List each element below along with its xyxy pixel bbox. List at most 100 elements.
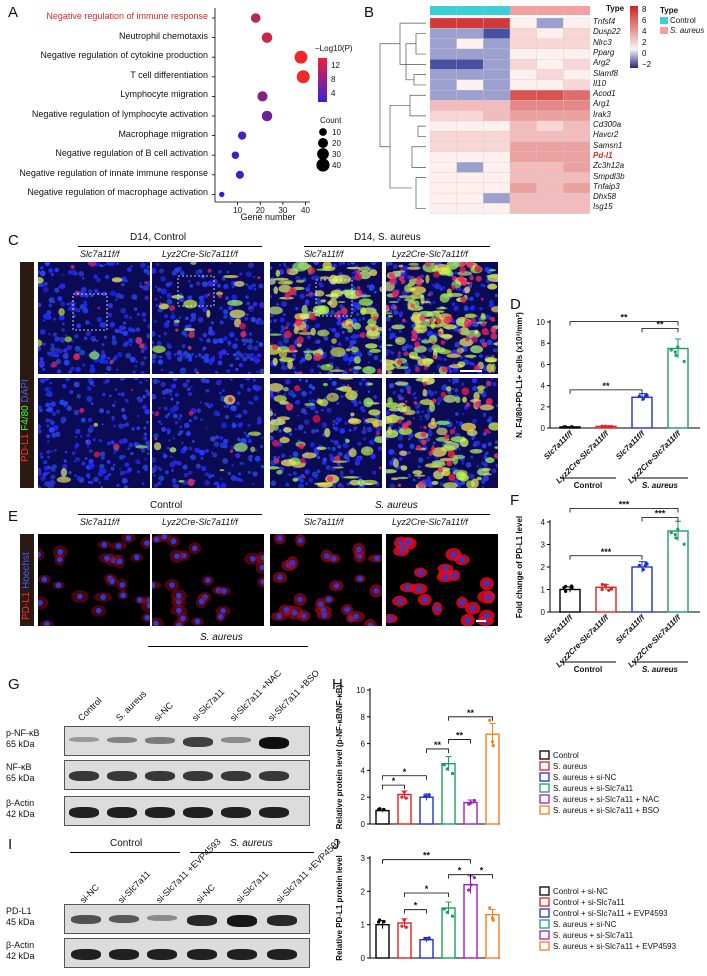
f480-signal — [441, 334, 453, 338]
nucleus-dot — [294, 401, 297, 405]
nucleus-dot — [55, 582, 62, 589]
nucleus-dot — [172, 413, 178, 419]
f480-signal — [436, 427, 448, 436]
nucleus-dot — [297, 596, 303, 603]
nucleus-dot — [309, 442, 315, 448]
nucleus-dot — [258, 342, 264, 347]
nucleus-dot — [256, 340, 259, 343]
heatmap-cell — [456, 28, 484, 39]
significance-bracket — [404, 892, 449, 897]
nucleus-dot — [357, 475, 362, 480]
nucleus-dot — [142, 394, 146, 399]
pdl1-signal — [474, 400, 482, 408]
nucleus-dot — [379, 358, 382, 363]
y-tick-label: 6 — [361, 740, 366, 749]
pdl1-signal — [273, 457, 280, 464]
nucleus-dot — [417, 475, 421, 480]
f480-signal — [299, 313, 312, 320]
nucleus-dot — [99, 264, 103, 268]
nucleus-dot — [168, 370, 174, 374]
panel-h-bar: 0 2 4 6 8 10 Relative protein level (p-NF-κB/N… — [330, 676, 707, 838]
heatmap-cell — [536, 203, 564, 214]
f480-signal — [135, 445, 148, 449]
f480-signal — [219, 469, 225, 472]
heatmap-cell — [429, 172, 457, 183]
nucleus-dot — [494, 293, 498, 298]
nucleus-dot — [362, 317, 366, 320]
nucleus-dot — [356, 312, 360, 316]
pdl1-signal — [461, 387, 470, 396]
f480-signal — [348, 448, 357, 458]
nucleus-dot — [157, 481, 162, 486]
nucleus-dot — [44, 262, 51, 267]
nucleus-dot — [93, 274, 98, 279]
nucleus-dot — [448, 369, 453, 374]
nucleus-dot — [136, 426, 141, 430]
nucleus-dot — [401, 345, 408, 352]
pdl1-signal — [403, 404, 407, 408]
pdl1-signal — [410, 275, 415, 280]
nucleus-dot — [315, 297, 321, 304]
nucleus-dot — [104, 264, 107, 267]
nucleus-dot — [142, 285, 148, 291]
size-legend-tick: 20 — [332, 139, 341, 148]
f480-signal — [330, 347, 346, 357]
nucleus-dot — [333, 582, 340, 589]
f480-signal — [400, 465, 408, 471]
nucleus-dot — [221, 422, 227, 429]
nucleus-dot — [217, 614, 224, 620]
nucleus-dot — [204, 480, 210, 486]
f480-signal — [152, 345, 166, 354]
pdl1-signal — [406, 420, 412, 426]
heatmap-cell — [429, 69, 457, 80]
nucleus-dot — [133, 307, 138, 311]
nucleus-dot — [153, 474, 156, 477]
nucleus-dot — [198, 295, 205, 301]
f480-signal — [388, 407, 401, 412]
nucleus-dot — [136, 470, 140, 474]
f480-signal — [386, 359, 395, 366]
nucleus-dot — [417, 465, 421, 469]
nucleus-dot — [172, 378, 178, 382]
nucleus-dot — [111, 339, 118, 346]
pdl1-signal — [159, 302, 163, 306]
f480-signal — [461, 422, 476, 432]
nucleus-dot — [375, 426, 381, 433]
heatmap-cell — [456, 162, 484, 173]
nucleus-dot — [120, 378, 125, 381]
nucleus-dot — [431, 284, 434, 287]
nucleus-dot — [329, 456, 336, 462]
f480-signal — [392, 416, 405, 421]
nucleus-dot — [89, 417, 92, 421]
nucleus-dot — [86, 396, 93, 403]
nucleus-dot — [73, 271, 78, 276]
nucleus-dot — [308, 399, 312, 402]
nucleus-dot — [122, 470, 127, 475]
f480-signal — [345, 438, 350, 443]
nucleus-dot — [88, 458, 94, 465]
nucleus-dot — [373, 588, 380, 594]
pdl1-signal — [272, 344, 279, 351]
f480-signal — [337, 301, 346, 304]
nucleus-dot — [107, 356, 111, 360]
nucleus-dot — [219, 306, 224, 311]
nucleus-dot — [387, 615, 393, 622]
nucleus-dot — [193, 415, 198, 421]
f480-signal — [295, 279, 305, 283]
nucleus-dot — [69, 300, 76, 307]
nucleus-dot — [100, 594, 106, 600]
nucleus-dot — [426, 390, 431, 395]
nucleus-dot — [297, 414, 300, 417]
nucleus-dot — [109, 321, 116, 328]
nucleus-dot — [157, 359, 164, 365]
nucleus-dot — [228, 305, 233, 311]
f480-signal — [229, 309, 246, 319]
nucleus-dot — [81, 363, 86, 367]
nucleus-dot — [177, 432, 181, 436]
nucleus-dot — [56, 336, 60, 341]
heatmap-cell — [563, 162, 591, 173]
pdl1-signal — [417, 480, 426, 488]
cell-body — [38, 548, 45, 561]
pdl1-signal — [464, 318, 469, 322]
